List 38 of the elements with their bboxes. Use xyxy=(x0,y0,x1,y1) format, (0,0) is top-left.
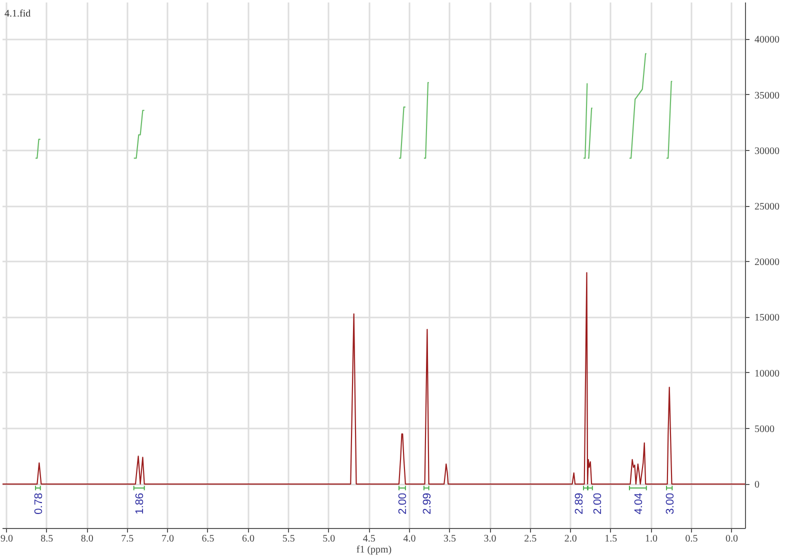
annotation: 0.78 xyxy=(32,492,45,514)
y-tick-label: 25000 xyxy=(754,202,780,213)
y-tick-label: 20000 xyxy=(754,257,780,268)
y-tick-label: 35000 xyxy=(754,90,780,102)
x-tick-label: 0.5 xyxy=(685,534,698,544)
annotation: 2.99 xyxy=(421,492,434,514)
annotation: 4.04 xyxy=(632,492,645,514)
annotation: 1.86 xyxy=(134,492,146,514)
x-tick-label: 2.5 xyxy=(524,534,537,544)
x-tick-label: 0.0 xyxy=(726,534,738,544)
x-tick-label: 7.0 xyxy=(161,534,174,544)
text: 4.1.fid xyxy=(4,8,31,20)
x-tick-label: 8.0 xyxy=(80,534,94,544)
x-tick-label: 1.0 xyxy=(644,534,658,544)
x-tick-label: 3.0 xyxy=(484,534,496,544)
annotation: 2.00 xyxy=(592,492,604,514)
x-tick-label: 4.5 xyxy=(362,534,376,544)
y-tick-label: 30000 xyxy=(754,146,780,157)
x-tick-label: 5.0 xyxy=(322,534,336,544)
x-axis-title: f1 (ppm) xyxy=(356,544,392,556)
x-tick-label: 6.0 xyxy=(242,534,255,544)
y-tick-label: 5000 xyxy=(754,424,774,435)
x-tick-label: 8.5 xyxy=(40,534,54,544)
x-tick-label: 7.5 xyxy=(121,534,134,544)
x-tick-label: 3.5 xyxy=(444,534,456,544)
x-tick-label: 2.0 xyxy=(564,534,577,544)
annotation: 3.00 xyxy=(664,492,676,514)
x-tick-label: 6.5 xyxy=(202,534,214,544)
x-tick-label: 9.0 xyxy=(0,534,13,544)
x-tick-label: 1.5 xyxy=(604,534,618,544)
annotation: 2.89 xyxy=(574,492,586,514)
y-tick-label: 10000 xyxy=(754,368,780,380)
x-tick-label: 4.0 xyxy=(403,534,416,544)
x-tick-label: 5.5 xyxy=(282,534,295,544)
annotation: 2.00 xyxy=(397,492,410,514)
y-tick-label: 15000 xyxy=(754,312,780,324)
y-tick-label: 0 xyxy=(754,480,760,491)
y-tick-label: 40000 xyxy=(754,34,780,46)
